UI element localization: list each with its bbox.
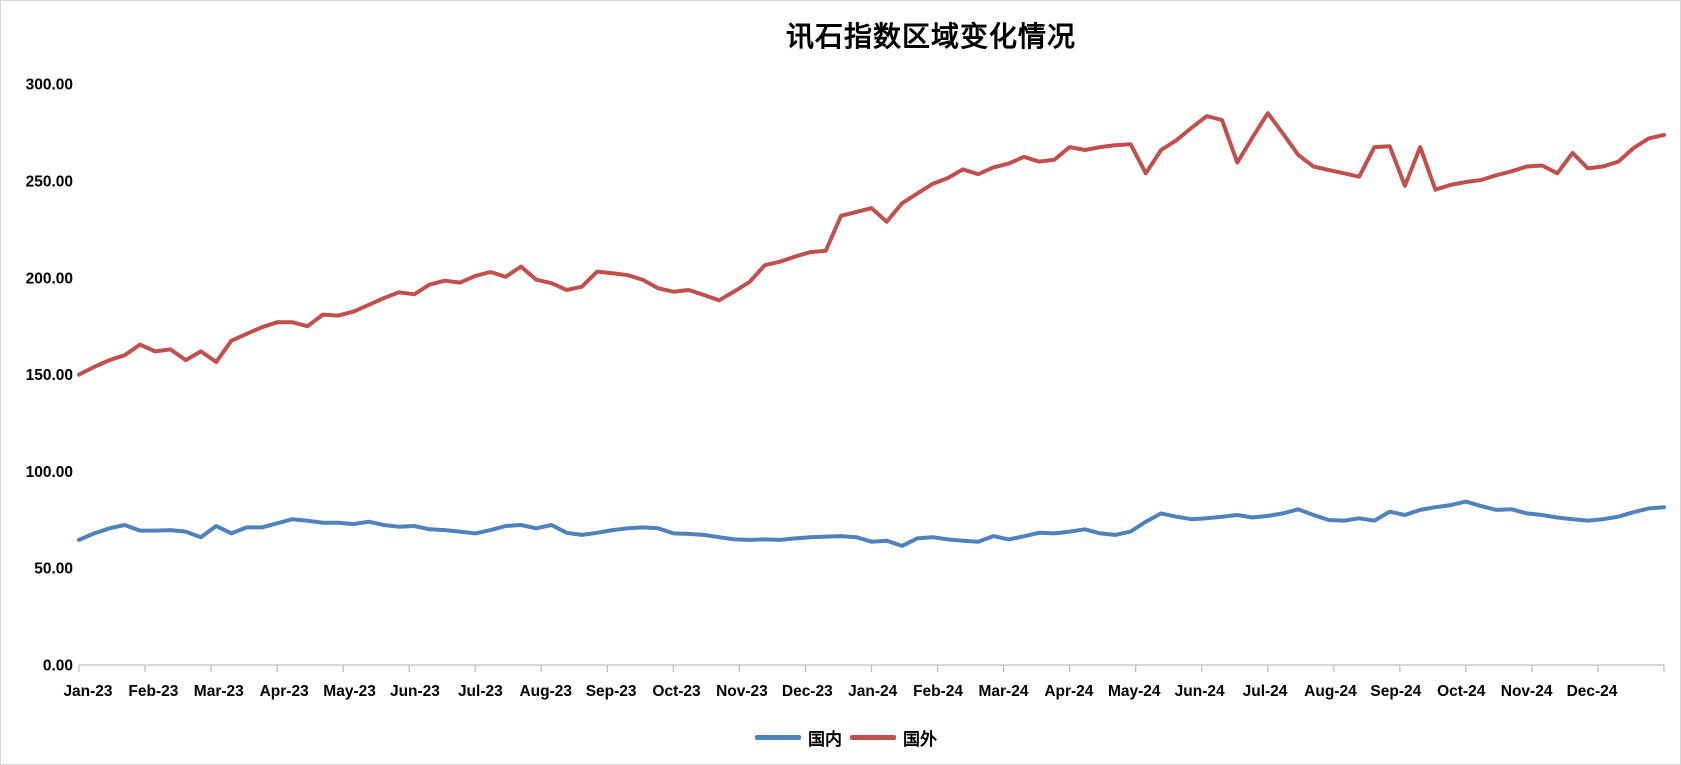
y-axis-tick-label: 300.00 [26,77,73,94]
legend-label-domestic: 国内 [808,730,842,749]
x-axis-tick-label: Apr-24 [1044,683,1093,700]
x-axis-tick-label: Jun-24 [1175,683,1225,700]
legend-item-domestic: 国内 [755,725,842,750]
series-line-foreign [77,111,1666,377]
y-axis-tick-label: 100.00 [26,464,73,481]
x-axis-tick-label: Jan-23 [63,683,112,700]
x-axis-tick-label: Jan-24 [848,683,897,700]
legend: 国内 国外 [755,725,937,750]
x-axis-tick-label: Jun-23 [390,683,440,700]
x-axis-tick-label: Jul-23 [458,683,503,700]
x-axis-tick-label: Mar-24 [978,683,1028,700]
x-axis-tick-label: Nov-23 [716,683,768,700]
legend-item-foreign: 国外 [850,725,937,750]
y-axis-tick-label: 50.00 [34,561,73,578]
x-axis-tick-label: Apr-23 [260,683,309,700]
x-axis-tick-label: May-23 [323,683,376,700]
y-axis-tick-label: 0.00 [43,658,73,675]
x-axis-tick-label: Aug-23 [519,683,572,700]
series-line-domestic [77,499,1666,548]
y-axis-tick-label: 200.00 [26,270,73,287]
chart-title: 讯石指数区域变化情况 [785,21,1076,52]
x-axis-tick-label: May-24 [1108,683,1161,700]
y-axis-tick-label: 150.00 [26,367,73,384]
x-axis-tick-label: Feb-24 [913,683,963,700]
x-axis-tick-label: Jul-24 [1243,683,1288,700]
foreign-line-swatch [850,735,896,740]
x-axis-tick-label: Sep-24 [1370,683,1421,700]
x-axis-tick-label: Oct-23 [652,683,701,700]
y-axis-tick-label: 250.00 [26,174,73,191]
x-axis-tick-label: Feb-23 [128,683,178,700]
legend-label-foreign: 国外 [903,730,937,749]
x-axis-tick-label: Dec-24 [1567,683,1618,700]
x-axis-tick-label: Mar-23 [194,683,244,700]
domestic-line-swatch [755,735,801,740]
x-axis-tick-label: Aug-24 [1304,683,1357,700]
x-axis-tick-label: Oct-24 [1437,683,1486,700]
x-axis-tick-label: Dec-23 [782,683,833,700]
x-axis-tick-label: Sep-23 [586,683,637,700]
x-axis-tick-label: Nov-24 [1501,683,1553,700]
